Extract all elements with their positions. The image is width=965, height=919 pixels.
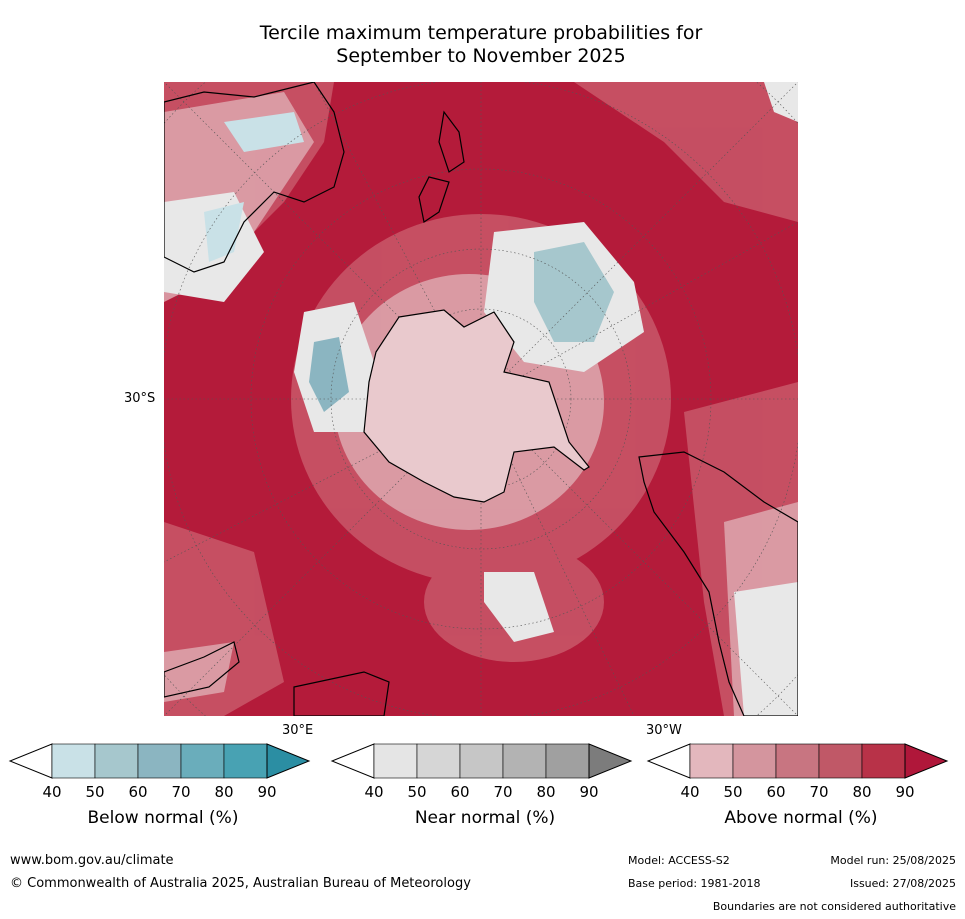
legend-tick-label: 70 <box>171 783 191 801</box>
legend-title-below-normal: Below normal (%) <box>87 808 239 828</box>
website-link[interactable]: www.bom.gov.au/climate <box>10 853 174 868</box>
colorbar-segment <box>502 743 547 779</box>
colorbar-segment <box>732 743 777 779</box>
colorbar-segment <box>180 743 225 779</box>
legend-below-normal: 40 50 60 70 80 90 Below normal (%) <box>8 742 318 832</box>
legend-tick-label: 60 <box>450 783 470 801</box>
legend-tick-label: 90 <box>257 783 277 801</box>
australia-outline <box>164 82 345 273</box>
legend-tick-label: 50 <box>85 783 105 801</box>
antarctica-outline <box>363 309 590 503</box>
colorbar-segment <box>818 743 863 779</box>
longitude-label-30e: 30°E <box>282 723 314 738</box>
legend-tick-label: 80 <box>852 783 872 801</box>
colorbar-extend-low <box>8 743 53 779</box>
legend-ticks: 40 50 60 70 80 90 <box>8 783 318 803</box>
colorbar-below-normal <box>8 743 311 779</box>
colorbar-extend-high <box>904 743 949 779</box>
colorbar-extend-high <box>266 743 311 779</box>
colorbar-segment <box>51 743 96 779</box>
latitude-label-30s: 30°S <box>124 391 156 406</box>
legend-tick-label: 40 <box>680 783 700 801</box>
base-period: Base period: 1981-2018 <box>628 877 761 890</box>
boundaries-disclaimer: Boundaries are not considered authoritat… <box>712 900 956 913</box>
legend-tick-label: 90 <box>579 783 599 801</box>
model-run-date: Model run: 25/08/2025 <box>830 854 956 867</box>
copyright-notice: © Commonwealth of Australia 2025, Austra… <box>10 876 471 891</box>
legend-tick-label: 60 <box>128 783 148 801</box>
south-america-outline <box>638 451 798 716</box>
colorbar-segment <box>137 743 182 779</box>
probability-map <box>164 82 798 716</box>
colorbar-near-normal <box>330 743 633 779</box>
colorbar-extend-low <box>646 743 691 779</box>
new-zealand-outline <box>418 110 465 223</box>
legend-tick-label: 50 <box>407 783 427 801</box>
issued-date: Issued: 27/08/2025 <box>849 877 956 890</box>
legend-above-normal: 40 50 60 70 80 90 Above normal (%) <box>646 742 956 832</box>
colorbar-segment <box>545 743 590 779</box>
legend-near-normal: 40 50 60 70 80 90 Near normal (%) <box>330 742 640 832</box>
colorbar-segment <box>459 743 504 779</box>
legend-tick-label: 40 <box>42 783 62 801</box>
longitude-label-30w: 30°W <box>646 723 682 738</box>
legend-ticks: 40 50 60 70 80 90 <box>646 783 956 803</box>
title-line-2: September to November 2025 <box>336 45 626 67</box>
colorbar-extend-high <box>588 743 633 779</box>
legend-ticks: 40 50 60 70 80 90 <box>330 783 640 803</box>
colorbar-segment <box>775 743 820 779</box>
model-info: Model: ACCESS-S2 <box>628 854 730 867</box>
colorbar-segment <box>416 743 461 779</box>
colorbar-above-normal <box>646 743 949 779</box>
legend-tick-label: 90 <box>895 783 915 801</box>
legend-tick-label: 60 <box>766 783 786 801</box>
southern-africa-outline <box>164 641 390 716</box>
title-line-1: Tercile maximum temperature probabilitie… <box>259 22 703 44</box>
colorbar-segment <box>373 743 418 779</box>
below-normal-zones <box>204 112 614 412</box>
colorbar-segment <box>861 743 906 779</box>
legend-tick-label: 50 <box>723 783 743 801</box>
legend-tick-label: 80 <box>214 783 234 801</box>
legend-tick-label: 70 <box>809 783 829 801</box>
legend-tick-label: 40 <box>364 783 384 801</box>
colorbar-segment <box>94 743 139 779</box>
colorbar-segment <box>223 743 268 779</box>
colorbar-segment <box>689 743 734 779</box>
legend-tick-label: 70 <box>493 783 513 801</box>
chart-title: Tercile maximum temperature probabilitie… <box>164 22 798 68</box>
legend-tick-label: 80 <box>536 783 556 801</box>
legend-title-above-normal: Above normal (%) <box>724 808 878 828</box>
colorbar-extend-low <box>330 743 375 779</box>
legend-title-near-normal: Near normal (%) <box>414 808 556 828</box>
map-svg <box>164 82 798 716</box>
